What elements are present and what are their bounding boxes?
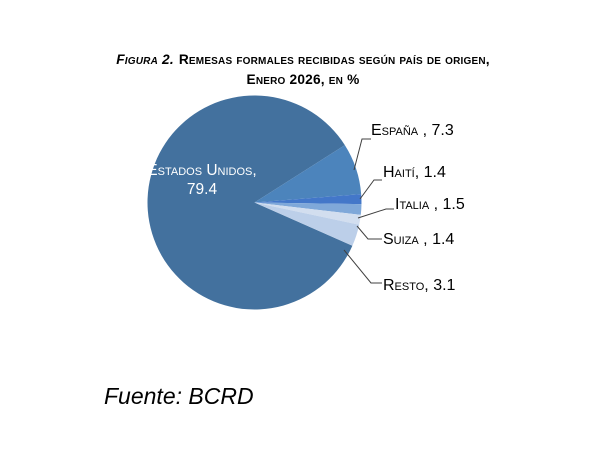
leader-line-resto	[343, 249, 382, 284]
chart-title-line1: Figura 2. Remesas formales recibidas segú…	[8, 50, 598, 70]
chart-title: Figura 2. Remesas formales recibidas segú…	[8, 50, 598, 90]
pie-label-haiti: Haití, 1.4	[383, 164, 446, 181]
source-note: Fuente: BCRD	[104, 383, 254, 409]
pie-label-suiza: Suiza , 1.4	[383, 231, 455, 248]
pie-slice-españa	[254, 145, 362, 203]
leader-line-haiti	[359, 179, 382, 200]
pie-slice-haití	[254, 194, 362, 205]
pie-slice-resto	[254, 202, 360, 246]
leader-line-suiza	[356, 225, 382, 240]
pie-slice-suiza	[254, 202, 361, 225]
pie-slice-estados-unidos	[147, 95, 353, 310]
pie-label-estados-unidos: Estados Unidos, 79.4	[147, 162, 257, 198]
pie-label-resto: Resto, 3.1	[383, 277, 456, 294]
chart-title-text: Remesas formales recibidas según país de…	[178, 52, 490, 67]
leader-line-espana	[353, 138, 371, 171]
pie-label-espana: España , 7.3	[371, 122, 454, 139]
pie-slices-group	[147, 95, 362, 310]
figure-number-label: Figura 2.	[116, 52, 174, 67]
leader-line-italia	[357, 208, 394, 219]
chart-title-line2: Enero 2026, en %	[246, 72, 360, 87]
pie-label-italia: Italia , 1.5	[395, 196, 465, 213]
pie-slice-italia	[254, 202, 362, 215]
